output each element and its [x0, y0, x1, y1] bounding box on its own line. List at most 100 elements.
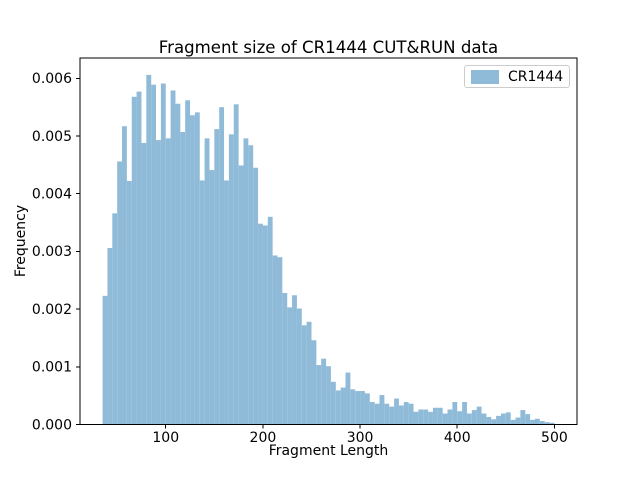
histogram-bar	[403, 402, 409, 425]
histogram-bar	[500, 413, 506, 425]
histogram-bar	[190, 115, 195, 425]
histogram-bar	[360, 391, 365, 425]
histogram-bar	[287, 307, 293, 425]
histogram-bar	[170, 90, 176, 425]
histogram-bar	[194, 112, 200, 425]
y-tick-label: 0.005	[32, 129, 72, 145]
histogram-bar	[389, 406, 395, 425]
x-tick-label: 500	[541, 430, 568, 446]
histogram-bar	[374, 403, 380, 425]
histogram-bar	[408, 403, 414, 425]
histogram-bar	[462, 402, 467, 425]
histogram-bar	[423, 409, 429, 425]
histogram-bar	[345, 372, 351, 425]
histogram-bar	[160, 83, 166, 425]
histogram-bar	[126, 181, 132, 425]
histogram-bar	[306, 321, 312, 425]
histogram-bar	[330, 381, 336, 425]
x-tick-label: 400	[444, 430, 471, 446]
histogram-bar	[243, 138, 249, 425]
histogram-bar	[486, 417, 492, 425]
histogram-bar	[539, 421, 545, 425]
y-tick-label: 0.002	[32, 302, 72, 318]
histogram-bar	[282, 292, 288, 425]
histogram-bar	[321, 358, 327, 425]
histogram-bar	[496, 415, 501, 425]
histogram-bar	[224, 180, 229, 425]
histogram-bar	[432, 407, 438, 425]
histogram-bar	[413, 411, 419, 425]
histogram-bar	[253, 167, 259, 425]
histogram-bar	[549, 422, 555, 425]
histogram-bar	[272, 255, 278, 425]
histogram-bar	[534, 418, 540, 425]
histogram-bar	[491, 419, 497, 425]
histogram-bar	[457, 411, 463, 425]
histogram-bar	[209, 170, 215, 425]
legend: CR1444	[464, 65, 570, 88]
y-tick-label: 0.004	[32, 187, 72, 203]
histogram-bar	[248, 145, 254, 425]
histogram-bar	[277, 257, 283, 425]
y-tick-label: 0.001	[32, 360, 72, 376]
histogram-bar	[122, 126, 127, 425]
histogram-bar	[442, 413, 448, 425]
histogram-bar	[398, 405, 404, 425]
histogram-bar	[267, 216, 273, 425]
histogram-bar	[350, 389, 356, 425]
histogram-bar	[233, 104, 239, 425]
histogram-bar	[180, 131, 186, 425]
histogram-bar	[296, 308, 302, 425]
histogram-bar	[117, 161, 123, 425]
histogram-bar	[204, 138, 210, 425]
histogram-bar	[165, 138, 171, 425]
histogram-bar	[146, 74, 152, 425]
histogram-bar	[292, 295, 297, 425]
histogram-bar	[214, 129, 220, 425]
histogram-bar	[369, 402, 375, 425]
histogram-bar	[340, 387, 346, 425]
histogram-bar	[452, 402, 458, 425]
y-axis-ticks: 0.000 0.001 0.002 0.003 0.004 0.005 0.006	[32, 71, 80, 433]
histogram-bar	[466, 413, 472, 425]
legend-swatch-icon	[471, 69, 499, 84]
histogram-bar	[151, 84, 157, 425]
histogram-bar	[476, 406, 482, 425]
histogram-bar	[530, 419, 535, 425]
plot-frame	[79, 57, 578, 425]
x-tick-label: 300	[347, 430, 374, 446]
y-axis-label: Frequency	[13, 204, 29, 278]
histogram-bar	[447, 409, 453, 425]
histogram-bar	[131, 96, 137, 425]
histogram-bar	[394, 398, 399, 425]
histogram-bar	[515, 417, 521, 425]
histogram-bar	[355, 391, 361, 425]
histogram-bar	[136, 91, 142, 425]
histogram-bar	[481, 413, 487, 425]
histogram-bar	[505, 412, 511, 425]
histogram-bar	[335, 390, 341, 425]
x-axis-ticks: 100 200 300 400 500	[152, 424, 568, 446]
x-axis-label: Fragment Length	[268, 443, 389, 459]
y-tick-label: 0.000	[32, 417, 72, 433]
chart-title: Fragment size of CR1444 CUT&RUN data	[158, 38, 499, 57]
histogram-bar	[384, 403, 390, 425]
x-tick-label: 200	[250, 430, 277, 446]
histogram-bar	[428, 411, 433, 425]
histogram-bar	[219, 107, 225, 425]
histogram-bar	[301, 325, 307, 425]
histogram-bar	[520, 410, 526, 425]
histogram-bar	[141, 142, 147, 425]
histogram-bar	[437, 407, 443, 425]
y-tick-label: 0.006	[32, 71, 72, 87]
legend-label: CR1444	[508, 68, 564, 85]
histogram-bar	[326, 366, 331, 425]
histogram-bar	[112, 213, 118, 425]
histogram-bar	[316, 365, 322, 425]
histogram-bar	[544, 422, 550, 425]
histogram-bar	[364, 393, 370, 425]
histogram-bar	[102, 295, 108, 425]
histogram-bar	[311, 340, 317, 425]
